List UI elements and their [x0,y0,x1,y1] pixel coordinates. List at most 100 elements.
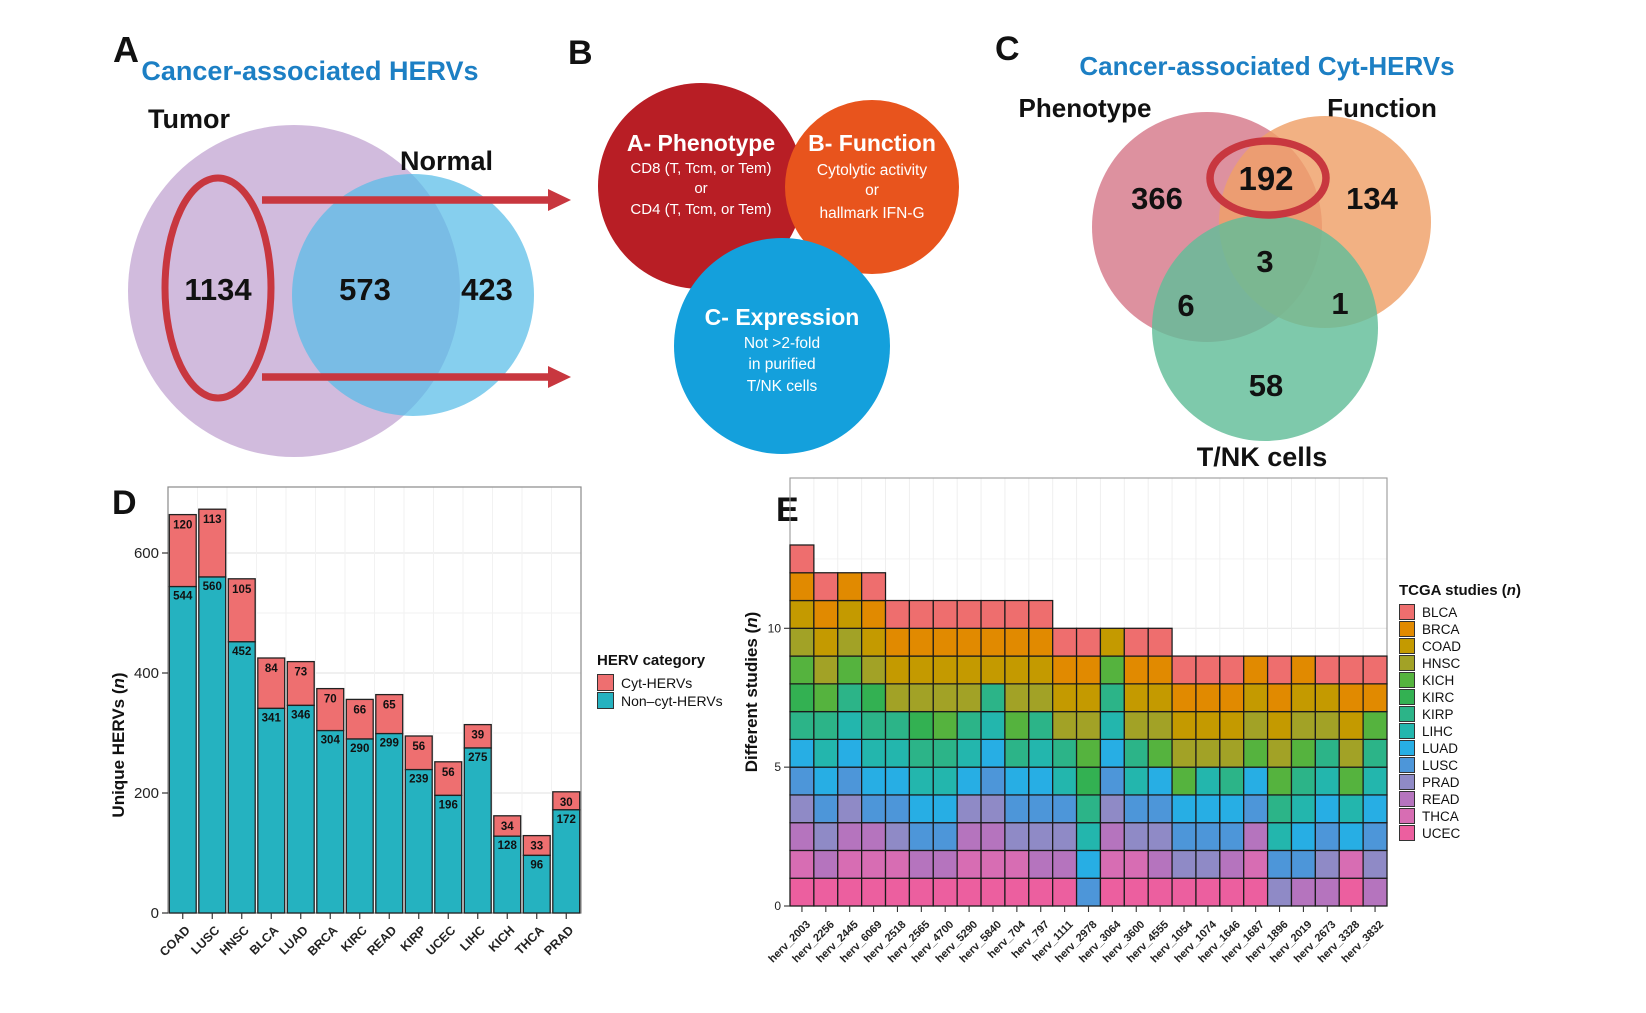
tile-herv_2518-BLCA [884,599,911,629]
legend-swatch [1399,791,1415,807]
tile-herv_2565-KIRC [908,710,934,741]
x-axis-label-HNSC: HNSC [217,923,252,958]
tile-herv_1054-LUAD [1171,794,1197,824]
bar-value-cyt-HNSC: 105 [232,584,252,596]
phenotype-criteria-circle [598,83,804,289]
y-axis-tick-label: 0 [151,905,159,922]
tile-herv_6069-LIHC [861,738,887,768]
legend-item-LIHC: LIHC [1399,723,1599,739]
tile-herv_3832-PRAD [1362,849,1388,879]
x-axis-label-COAD: COAD [157,923,193,959]
y-axis-tick-label: 200 [134,785,159,802]
tnk-set-circle [1152,215,1378,441]
legend-label: LIHC [1422,723,1453,739]
tile-herv_2003-UCEC [789,877,815,907]
tile-herv_1646-HNSC [1219,738,1245,768]
criteria-c-line2: in purified [748,356,815,373]
function-criteria-circle [785,100,959,274]
tile-herv_4700-KIRP [932,738,958,768]
legend-swatch [1399,638,1415,654]
tile-herv_4555-KICH [1147,738,1173,768]
tile-herv_2673-LIHC [1314,766,1340,796]
tile-herv_3328-LUAD [1338,822,1364,852]
tile-herv_2003-THCA [789,849,815,879]
legend-label: PRAD [1422,774,1460,790]
tile-herv_797-READ [1028,849,1054,879]
tile-herv_797-COAD [1028,655,1054,685]
bar-value-cyt-BLCA: 84 [265,663,278,675]
phenotype-set-label: Phenotype [1019,93,1152,123]
tile-herv_2565-READ [908,849,934,879]
tile-herv_1896-KIRP [1266,794,1293,824]
tile-herv_704-THCA [1004,849,1030,879]
tile-herv_2445-LUAD [837,738,863,768]
tile-herv_1646-LUSC [1219,822,1245,852]
tile-herv_704-COAD [1004,655,1030,685]
tile-herv_2565-KIRP [908,738,934,768]
tile-herv_1054-PRAD [1171,849,1197,879]
tile-herv_1111-BLCA [1052,627,1078,657]
tile-herv_2445-BRCA [837,572,863,602]
tile-herv_1054-COAD [1171,710,1197,741]
tile-herv_4700-HNSC [932,683,958,713]
legend-swatch [1399,723,1415,739]
tile-herv_5290-HNSC [956,683,982,713]
tile-herv_2565-LIHC [908,766,934,796]
tile-herv_2518-PRAD [884,822,911,852]
tile-herv_4700-COAD [932,655,958,685]
normal-only-count: 423 [461,272,513,307]
x-axis-label-THCA: THCA [512,923,546,957]
tile-herv_3328-BRCA [1338,683,1364,713]
tile-herv_2565-BRCA [908,627,934,657]
panel-c-title: Cancer-associated Cyt-HERVs [1079,51,1454,81]
tile-herv_4700-LIHC [932,766,958,796]
tile-herv_2673-BLCA [1314,655,1340,685]
tile-herv_5840-UCEC [980,877,1006,907]
panel-c: C Cancer-associated Cyt-HERVs Phenotype … [995,30,1455,472]
tile-herv_1646-READ [1219,849,1245,879]
tile-herv_2019-LUSC [1290,849,1316,879]
tile-herv_1896-LUSC [1266,849,1293,879]
criteria-c-title: C- Expression [705,304,860,330]
tile-herv_5290-LUAD [956,766,982,796]
tile-herv_5840-BLCA [980,599,1006,629]
tile-herv_3832-LIHC [1362,766,1388,796]
legend-item-KICH: KICH [1399,672,1599,688]
bar-value-cyt-COAD: 120 [173,520,192,532]
tile-herv_5840-THCA [980,849,1006,879]
legend-swatch [1399,604,1415,620]
tile-herv_2978-LUSC [1075,877,1102,907]
legend-swatch [1399,655,1415,671]
tile-herv_3832-READ [1362,877,1388,907]
bar-value-noncyt-LIHC: 275 [468,752,488,764]
legend-item-Cyt-HERVs: Cyt-HERVs [597,674,757,691]
tile-herv_2003-PRAD [789,794,815,824]
tile-herv_1054-KICH [1171,766,1197,796]
tile-herv_797-BRCA [1028,627,1054,657]
tile-herv_1074-LUSC [1195,822,1221,852]
legend-swatch [1399,774,1415,790]
tile-herv_2445-UCEC [837,877,863,907]
tile-herv_4555-HNSC [1147,710,1173,741]
tile-herv_1074-PRAD [1195,849,1221,879]
bar-value-noncyt-COAD: 544 [173,591,193,603]
legend-label: THCA [1422,808,1459,824]
tile-herv_1646-BRCA [1219,683,1245,713]
tile-herv_4555-BRCA [1147,655,1173,685]
tile-herv_2673-PRAD [1314,849,1340,879]
tile-herv_5840-LUSC [980,766,1006,796]
bar-value-noncyt-BLCA: 341 [262,712,282,724]
tile-herv_2518-UCEC [884,877,911,907]
phenotype-only-count: 366 [1131,181,1183,216]
x-axis-label-LUSC: LUSC [188,923,222,957]
bar-value-noncyt-PRAD: 172 [557,814,576,826]
bar-value-noncyt-KIRP: 239 [409,774,428,786]
tile-herv_1111-UCEC [1052,877,1078,907]
criteria-c-line3: T/NK cells [747,378,818,395]
y-axis-tick-label: 400 [134,665,159,682]
tile-herv_5290-THCA [956,849,982,879]
bar-value-cyt-LIHC: 39 [471,730,484,742]
tile-herv_4700-UCEC [932,877,958,907]
bar-value-cyt-KICH: 34 [501,821,514,833]
